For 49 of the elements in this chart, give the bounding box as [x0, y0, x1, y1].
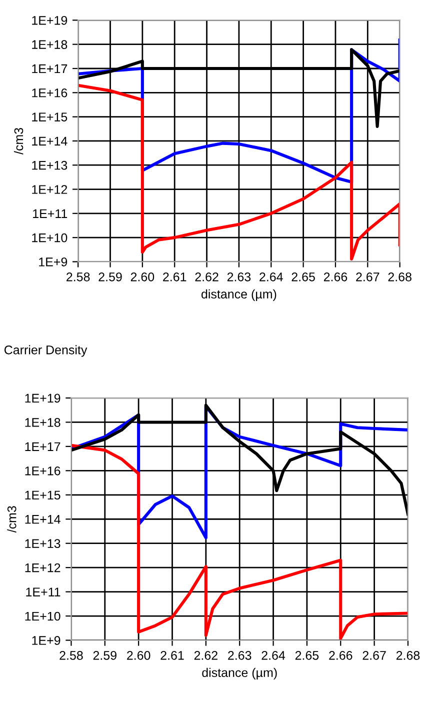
y-axis-title: /cm3 — [14, 128, 24, 154]
y-tick-label: 1E+11 — [26, 588, 60, 596]
y-tick-label: 1E+17 — [25, 442, 60, 451]
y-tick-label: 1E+12 — [32, 185, 68, 194]
x-tick-label: 2.66 — [324, 272, 348, 282]
y-tick-label: 1E+18 — [32, 40, 68, 49]
y-tick-label: 1E+14 — [25, 515, 60, 524]
y-tick-label: 1E+17 — [32, 64, 68, 74]
y-tick-label: 1E+10 — [32, 233, 68, 242]
x-tick-label: 2.64 — [262, 650, 286, 660]
x-tick-label: 2.63 — [227, 272, 251, 282]
y-tick-label: 1E+9 — [39, 258, 68, 266]
x-tick-label: 2.62 — [194, 650, 218, 660]
x-tick-label: 2.65 — [295, 650, 319, 660]
x-tick-label: 2.58 — [66, 272, 90, 282]
x-axis-title: distance (µm) — [201, 289, 276, 301]
x-axis-title: distance (µm) — [202, 668, 277, 680]
x-tick-label: 2.68 — [396, 650, 420, 660]
x-tick-label: 2.58 — [60, 650, 83, 660]
y-tick-label: 1E+15 — [32, 112, 68, 122]
y-tick-label: 1E+19 — [25, 394, 60, 403]
chart-title: Carrier Density — [4, 345, 88, 357]
x-tick-label: 2.64 — [260, 272, 283, 282]
x-tick-label: 2.66 — [329, 650, 352, 660]
y-tick-label: 1E+15 — [25, 490, 60, 500]
x-tick-label: 2.62 — [195, 272, 218, 282]
y-tick-label: 1E+11 — [33, 209, 68, 218]
x-tick-label: 2.60 — [127, 650, 150, 660]
y-tick-label: 1E+18 — [25, 418, 60, 427]
x-tick-label: 2.63 — [228, 650, 252, 660]
y-tick-label: 1E+10 — [25, 612, 60, 621]
y-tick-label: 1E+16 — [32, 88, 68, 98]
y-tick-label: 1E+12 — [25, 563, 60, 572]
x-tick-label: 2.59 — [93, 650, 116, 660]
y-tick-label: 1E+13 — [32, 160, 68, 170]
x-tick-label: 2.67 — [362, 650, 386, 660]
x-tick-label: 2.65 — [292, 272, 315, 282]
x-tick-label: 2.67 — [356, 272, 380, 282]
x-tick-label: 2.61 — [160, 650, 184, 660]
y-tick-label: 1E+14 — [32, 136, 68, 146]
y-tick-label: 1E+13 — [25, 539, 60, 548]
x-tick-label: 2.68 — [388, 272, 412, 282]
y-tick-label: 1E+9 — [32, 636, 60, 645]
y-tick-label: 1E+16 — [25, 466, 60, 476]
x-tick-label: 2.59 — [98, 272, 122, 282]
x-tick-label: 2.60 — [130, 272, 154, 282]
y-axis-title: /cm3 — [7, 506, 16, 533]
y-tick-label: 1E+19 — [32, 16, 68, 25]
x-tick-label: 2.61 — [163, 272, 186, 282]
